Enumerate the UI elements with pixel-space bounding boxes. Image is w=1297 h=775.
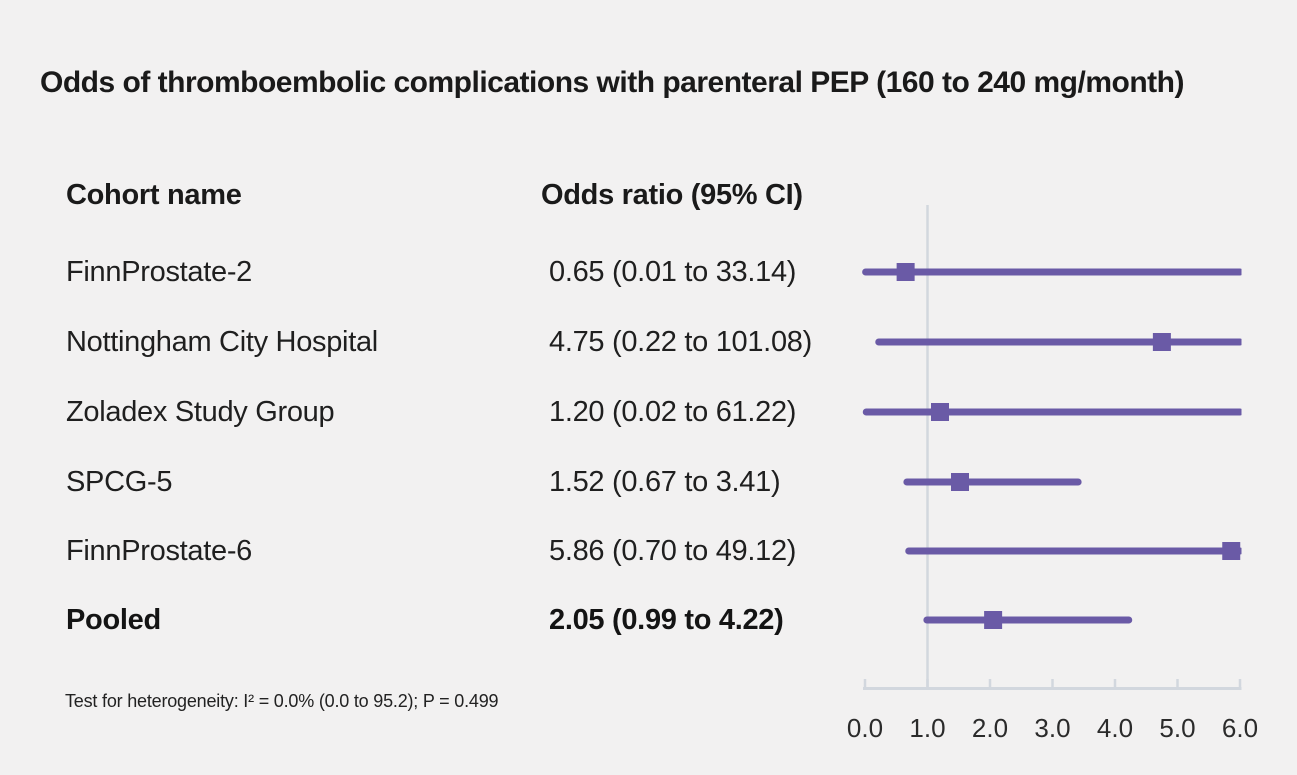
cohort-name: SPCG-5 (66, 466, 173, 498)
cohort-name: Zoladex Study Group (66, 396, 335, 428)
odds-ratio-value: 5.86 (0.70 to 49.12) (549, 535, 797, 567)
cohort-name: Nottingham City Hospital (66, 326, 378, 358)
column-header-odds-ratio: Odds ratio (95% CI) (541, 179, 803, 211)
cohort-name: FinnProstate-6 (66, 535, 252, 567)
table-row: Zoladex Study Group 1.20 (0.02 to 61.22) (0, 395, 860, 429)
odds-ratio-value: 2.05 (0.99 to 4.22) (549, 604, 784, 636)
table-row: Pooled 2.05 (0.99 to 4.22) (0, 603, 860, 637)
table-row: Nottingham City Hospital 4.75 (0.22 to 10… (0, 325, 860, 359)
odds-ratio-value: 0.65 (0.01 to 33.14) (549, 256, 797, 288)
table-row: FinnProstate-6 5.86 (0.70 to 49.12) (0, 534, 860, 568)
heterogeneity-footnote: Test for heterogeneity: I² = 0.0% (0.0 t… (65, 691, 499, 711)
odds-ratio-value: 1.20 (0.02 to 61.22) (549, 396, 797, 428)
cohort-name: FinnProstate-2 (66, 256, 252, 288)
column-header-cohort-name: Cohort name (66, 179, 242, 211)
chart-title: Odds of thromboembolic complications wit… (40, 66, 1184, 99)
odds-ratio-value: 4.75 (0.22 to 101.08) (549, 326, 812, 358)
table-row: FinnProstate-2 0.65 (0.01 to 33.14) (0, 255, 860, 289)
table-row: SPCG-5 1.52 (0.67 to 3.41) (0, 465, 860, 499)
cohort-name: Pooled (66, 604, 161, 636)
odds-ratio-value: 1.52 (0.67 to 3.41) (549, 466, 781, 498)
